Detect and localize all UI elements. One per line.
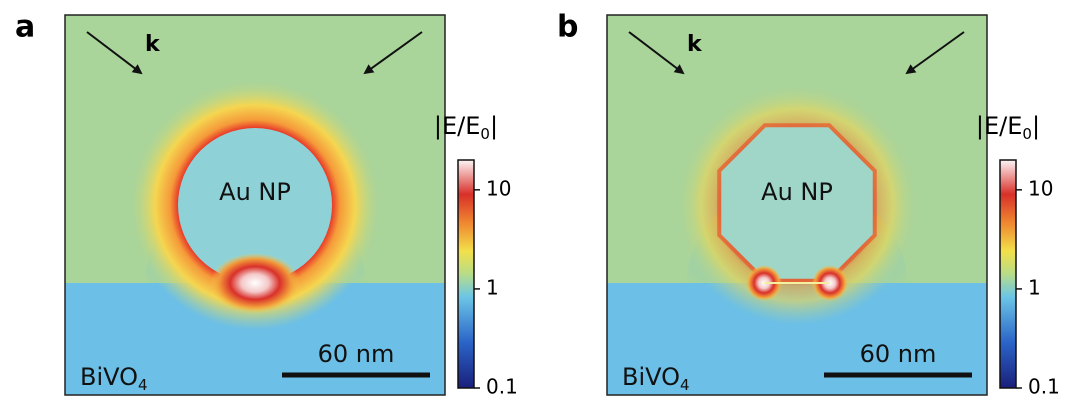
colorbar-tick-label: 0.1: [486, 375, 518, 399]
panel: b k Au NP BiVO4 60 nm |E/E0| 0.1 1 10: [557, 10, 1060, 399]
hotspot: [210, 253, 300, 313]
incident-arrow: [628, 31, 685, 75]
panel-label: b: [557, 10, 578, 45]
substrate-subscript: 4: [138, 376, 148, 394]
field-map: [607, 15, 987, 395]
colorbar: [457, 159, 475, 389]
substrate-name: BiVO: [622, 363, 680, 391]
field-map: [65, 15, 445, 395]
panel: a k Au NP BiVO4 60 nm |E/E0| 0.1 1 10: [15, 10, 518, 399]
substrate-subscript: 4: [680, 376, 690, 394]
colorbar-tick-label: 1: [486, 275, 499, 299]
colorbar-title-end: |: [490, 112, 498, 140]
colorbar-title-main: |E/E: [976, 112, 1023, 140]
colorbar-title: |E/E0|: [976, 112, 1040, 143]
colorbar-title-main: |E/E: [434, 112, 481, 140]
panel-frame: [606, 14, 988, 396]
wavevector-label: k: [687, 32, 703, 57]
incident-arrow: [363, 31, 423, 75]
colorbar-title-subscript: 0: [480, 125, 490, 143]
colorbar-title-end: |: [1032, 112, 1040, 140]
substrate-label: BiVO4: [80, 363, 148, 394]
colorbar-tick-label: 10: [1028, 176, 1053, 200]
wavevector-label: k: [145, 32, 161, 57]
colorbar-tick-label: 10: [486, 176, 511, 200]
incident-arrow: [86, 31, 143, 75]
particle-label: Au NP: [761, 178, 833, 206]
colorbar-title-subscript: 0: [1022, 125, 1032, 143]
nanoparticle: [178, 128, 332, 282]
incident-arrow: [905, 31, 965, 75]
panel-label: a: [15, 10, 35, 45]
scale-bar-label: 60 nm: [860, 340, 937, 368]
substrate-name: BiVO: [80, 363, 138, 391]
scale-bar-label: 60 nm: [318, 340, 395, 368]
colorbar-title: |E/E0|: [434, 112, 498, 143]
colorbar-tick-label: 0.1: [1028, 375, 1060, 399]
nanoparticle: [721, 127, 873, 279]
colorbar: [999, 159, 1017, 389]
panel-frame: [64, 14, 446, 396]
particle-label: Au NP: [219, 178, 291, 206]
substrate-label: BiVO4: [622, 363, 690, 394]
colorbar-tick-label: 1: [1028, 275, 1041, 299]
